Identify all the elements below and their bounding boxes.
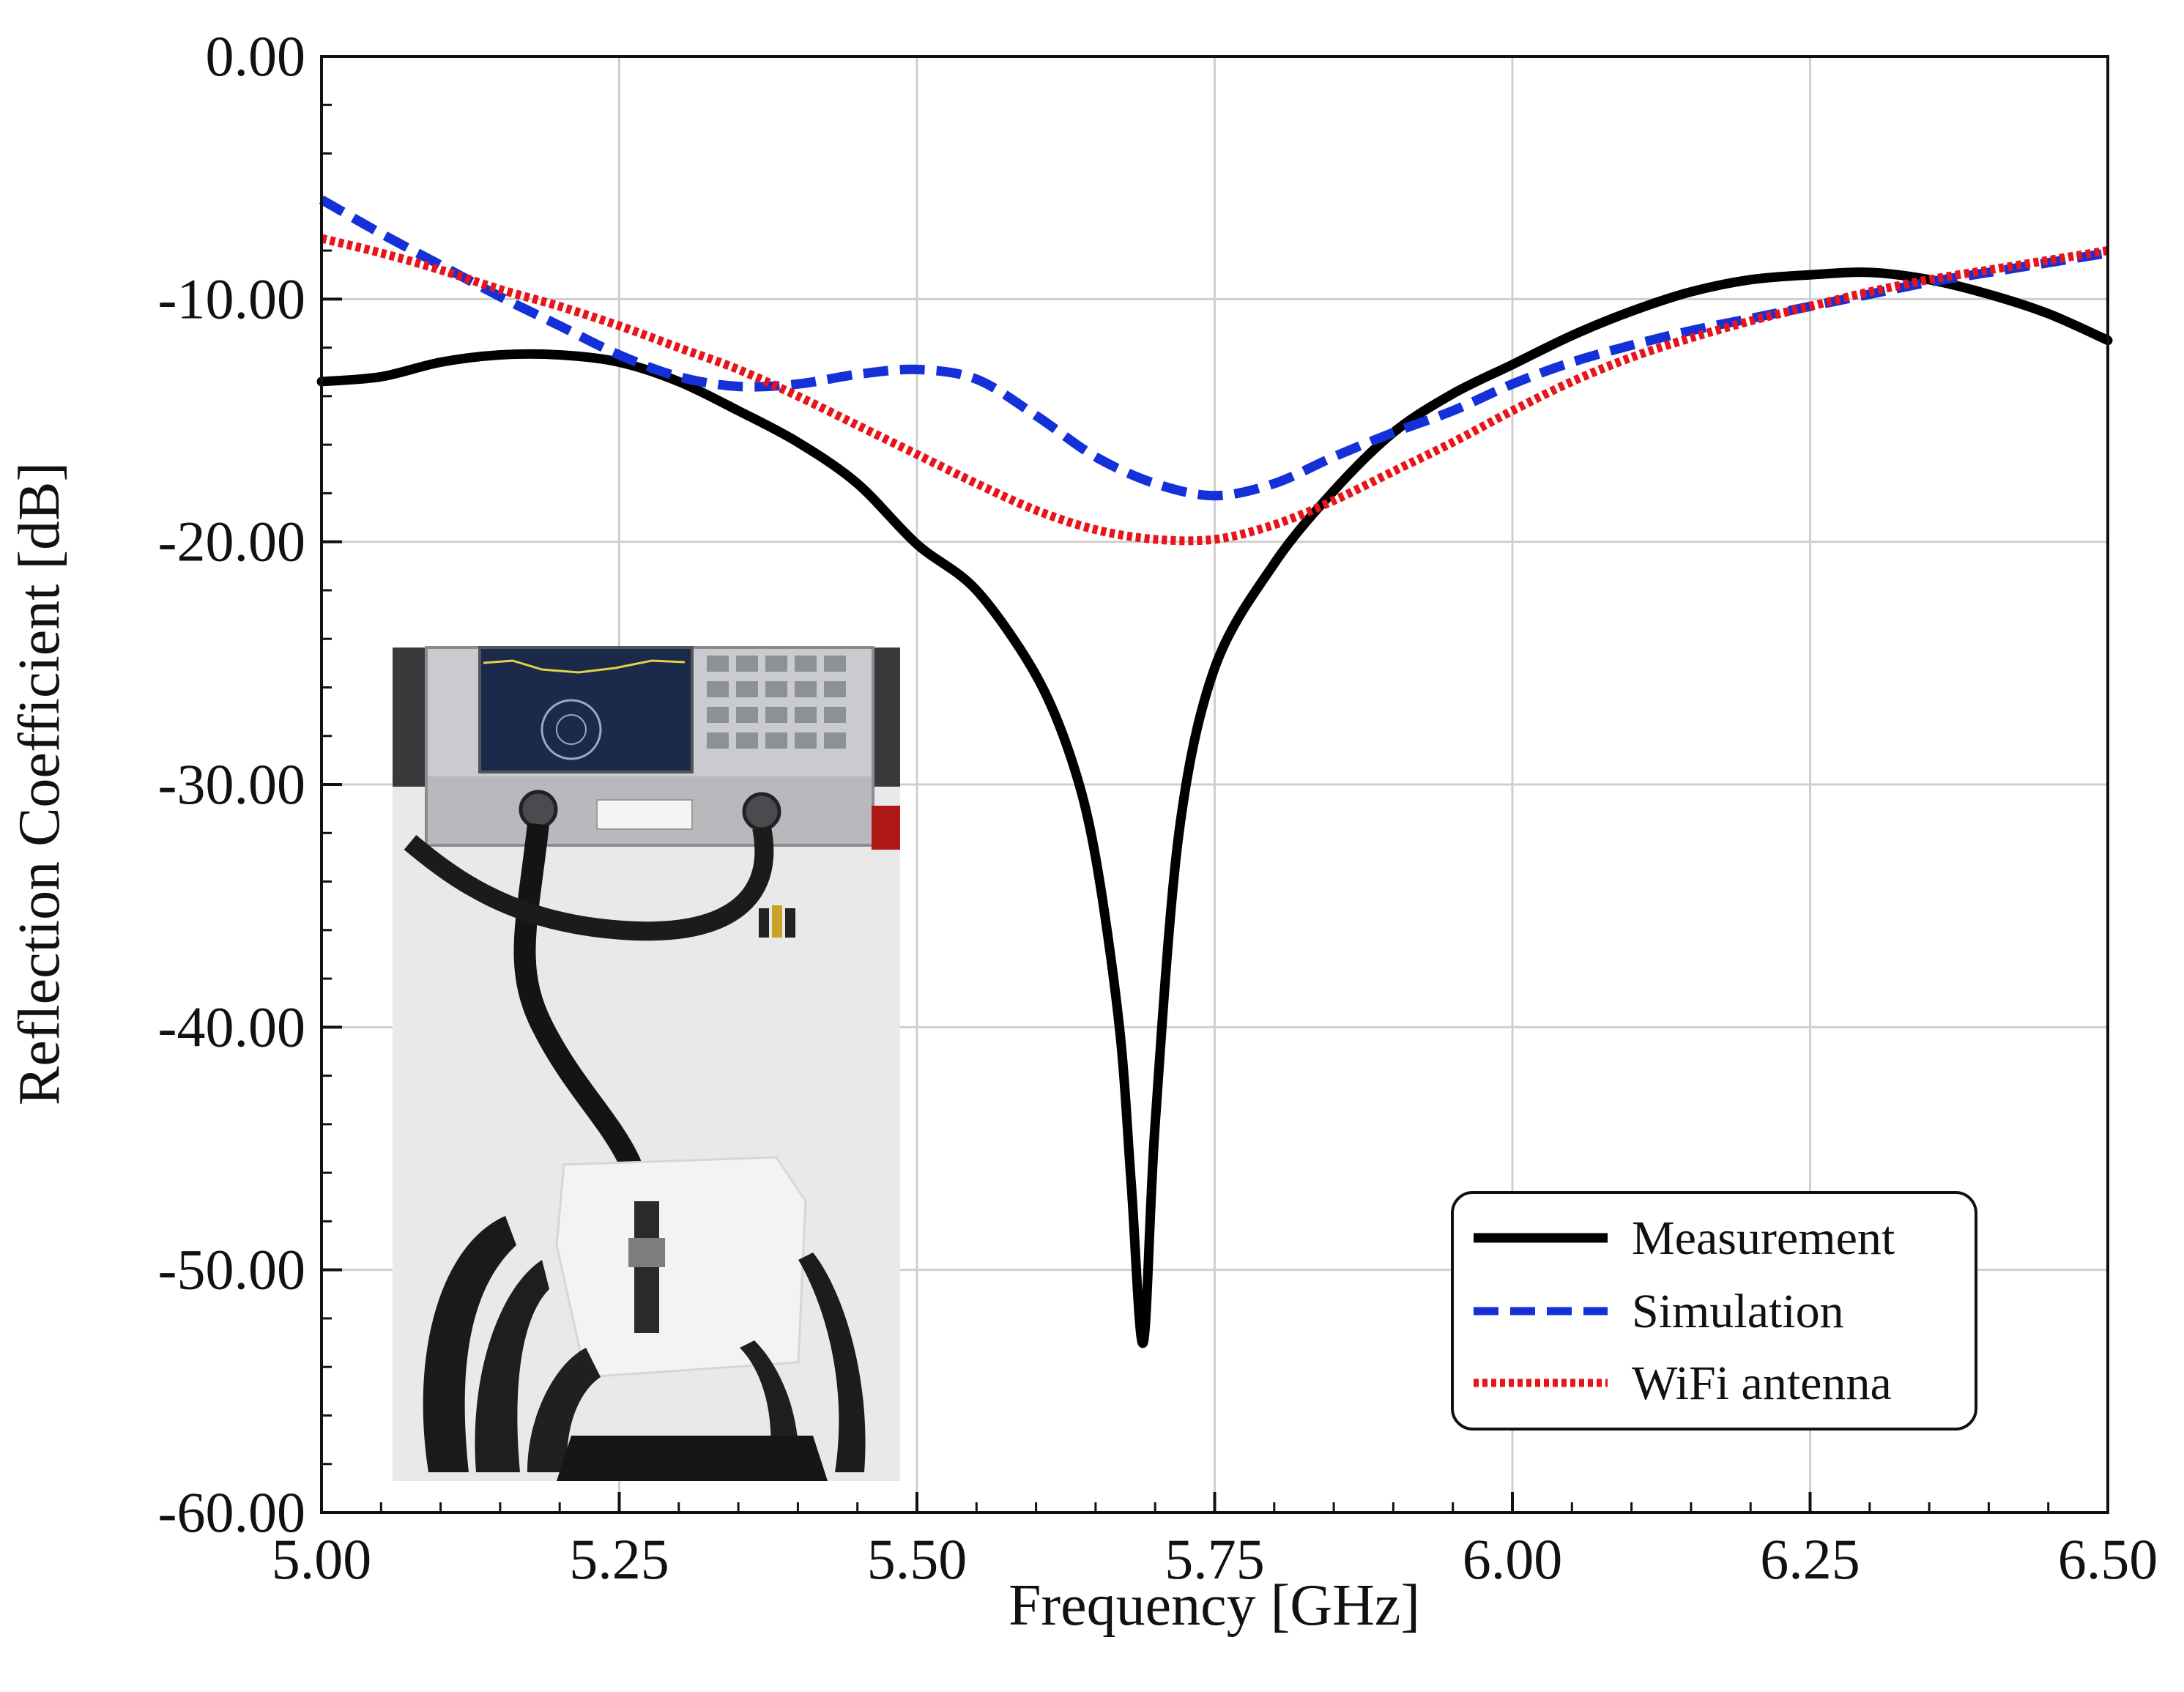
y-tick-label: -50.00 (158, 1238, 305, 1302)
tick-labels: 5.00 5.25 5.50 5.75 6.00 6.25 6.50 0.00 -10.00 -2… (158, 24, 2158, 1591)
x-tick-label: 5.00 (272, 1527, 372, 1591)
x-axis-label: Frequency [GHz] (1009, 1573, 1420, 1638)
x-tick-label: 5.25 (569, 1527, 669, 1591)
legend-label-simulation: Simulation (1632, 1285, 1844, 1338)
y-tick-label: -60.00 (158, 1480, 305, 1544)
x-tick-label: 6.25 (1760, 1527, 1860, 1591)
y-tick-label: -20.00 (158, 510, 305, 574)
legend-label-wifi-antenna: WiFi antenna (1632, 1357, 1892, 1410)
series-line-measurement (316, 267, 2113, 1348)
legend-label-measurement: Measurement (1632, 1212, 1895, 1265)
y-axis-label: Reflection Coefficient [dB] (7, 462, 72, 1105)
plot-frame (320, 55, 2109, 1514)
y-tick-label: -40.00 (158, 995, 305, 1058)
y-tick-label: 0.00 (206, 24, 306, 88)
series-line-wifi-antenna (320, 234, 2109, 546)
x-tick-label: 5.75 (1165, 1527, 1265, 1591)
legend-box (1451, 1191, 1977, 1431)
inset-photo (393, 646, 900, 1481)
series-layer (316, 195, 2113, 1348)
x-tick-label: 5.50 (867, 1527, 967, 1591)
legend: Measurement Simulation WiFi antenna (1451, 1191, 1977, 1431)
y-tick-label: -30.00 (158, 752, 305, 816)
minor-ticks (320, 55, 2109, 1514)
x-tick-label: 6.50 (2058, 1527, 2158, 1591)
x-tick-label: 6.00 (1463, 1527, 1563, 1591)
y-tick-label: -10.00 (158, 267, 305, 330)
